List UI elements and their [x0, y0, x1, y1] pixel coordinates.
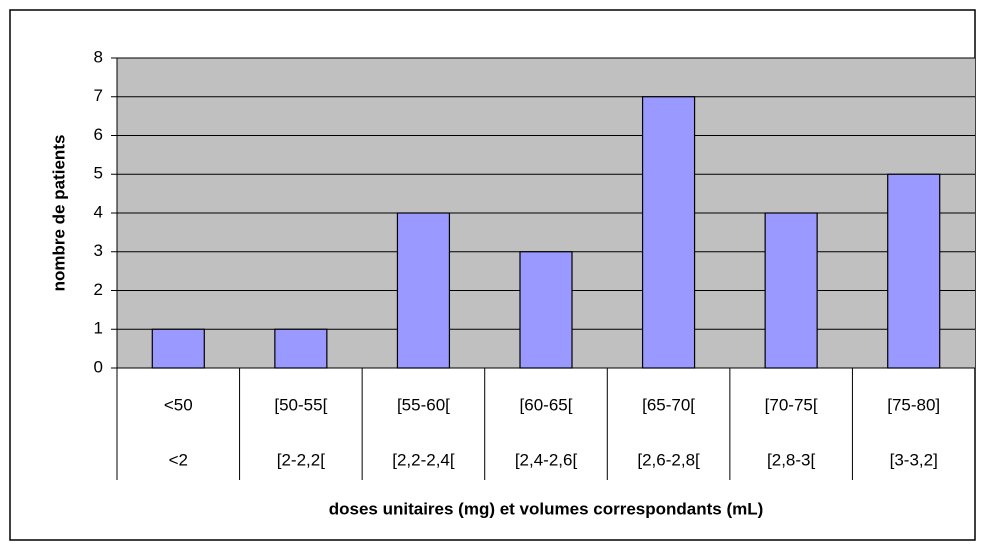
x-tick-label: [65-70[	[642, 395, 695, 414]
y-tick-label: 2	[94, 280, 103, 299]
bar	[887, 173, 941, 369]
y-tick-label: 5	[94, 164, 103, 183]
y-axis-title: nombre de patients	[49, 135, 68, 292]
bar	[274, 328, 328, 369]
x-tick-label: <50	[164, 395, 193, 414]
y-tick-label: 1	[94, 319, 103, 338]
x-tick-label-secondary: [2,6-2,8[	[637, 450, 700, 469]
x-axis-title: doses unitaires (mg) et volumes correspo…	[329, 499, 764, 518]
bar	[151, 328, 205, 369]
bar	[396, 212, 451, 369]
x-tick-label-secondary: [2-2,2[	[277, 450, 325, 469]
y-tick-label: 0	[94, 357, 103, 376]
bar	[519, 251, 573, 369]
bar	[641, 96, 696, 369]
y-tick-label: 8	[94, 47, 103, 66]
bar	[764, 212, 818, 369]
x-tick-label-secondary: <2	[169, 450, 188, 469]
x-tick-label-secondary: [2,2-2,4[	[392, 450, 455, 469]
y-tick-label: 4	[94, 202, 103, 221]
x-tick-label: [50-55[	[274, 395, 327, 414]
x-tick-label: [55-60[	[397, 395, 450, 414]
y-tick-label: 7	[94, 86, 103, 105]
x-tick-label: [75-80]	[887, 395, 940, 414]
y-tick-label: 6	[94, 125, 103, 144]
x-tick-label-secondary: [3-3,2]	[890, 450, 938, 469]
x-tick-label: [60-65[	[520, 395, 573, 414]
x-tick-label-secondary: [2,8-3[	[767, 450, 815, 469]
x-tick-label-secondary: [2,4-2,6[	[515, 450, 578, 469]
y-tick-label: 3	[94, 241, 103, 260]
x-tick-label: [70-75[	[765, 395, 818, 414]
